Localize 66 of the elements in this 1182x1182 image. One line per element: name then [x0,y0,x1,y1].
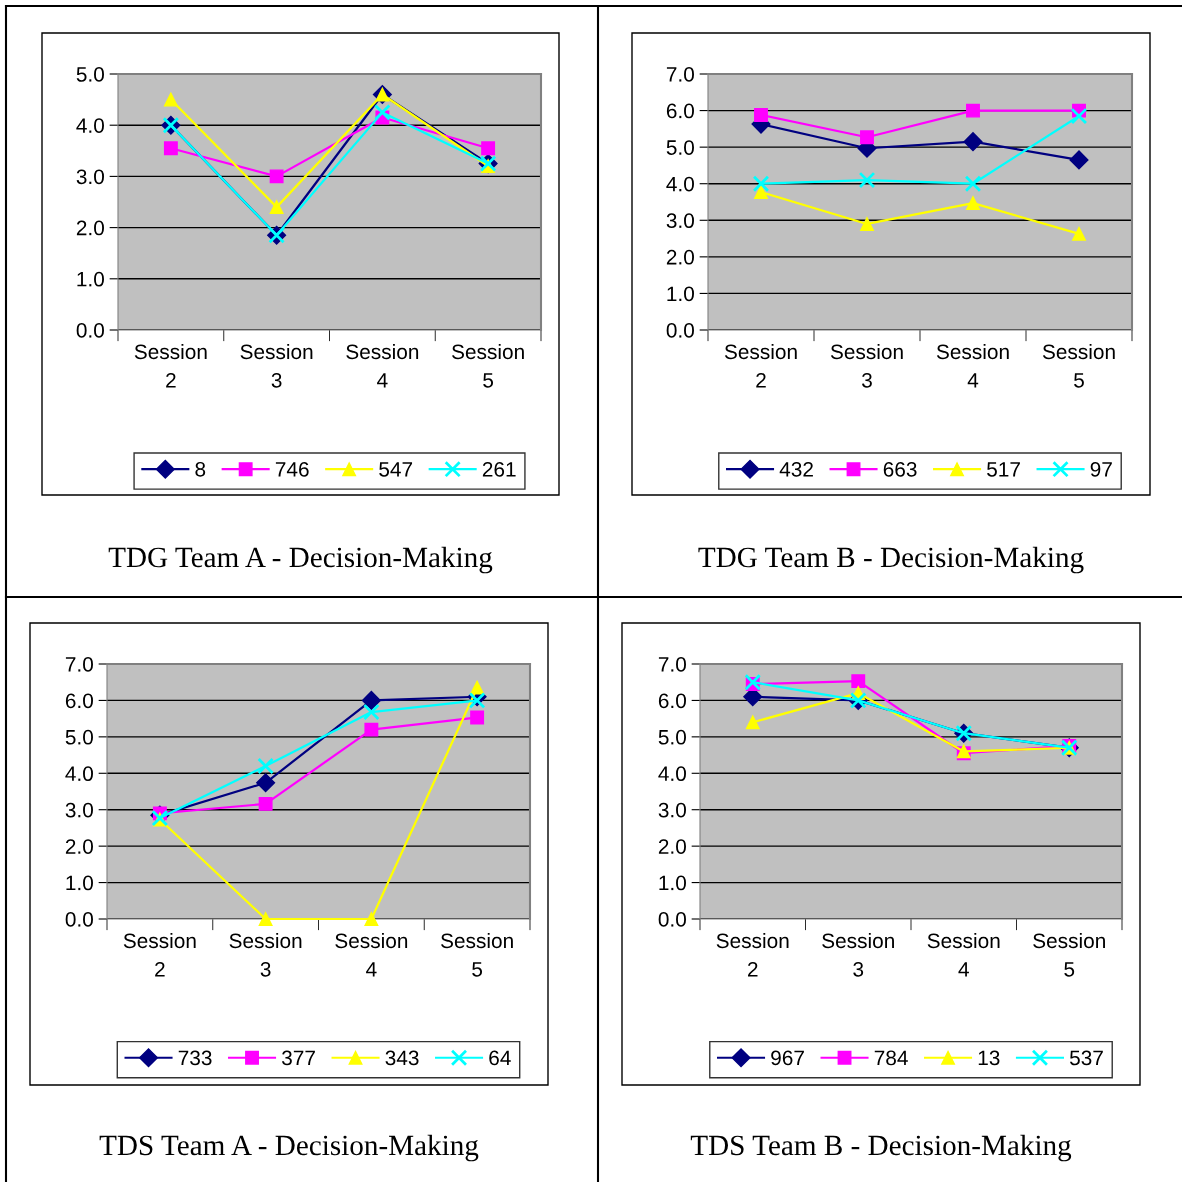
y-tick-label: 4.0 [658,766,686,782]
y-tick-label: 7.0 [666,67,694,82]
x-tick-label: Session 5 [441,932,513,977]
y-tick-label: 5.0 [658,729,686,745]
y-tick-label: 2.0 [666,249,694,265]
y-tick-label: 6.0 [658,693,686,709]
x-tick-label: Session 2 [724,343,797,388]
x-tick-label: Session 2 [134,343,207,388]
x-tick-label: Session 3 [240,343,313,388]
y-tick-label: 1.0 [66,875,93,891]
legend-label: 261 [482,461,516,477]
y-tick-label: 0.0 [65,912,93,927]
legend-label: 343 [385,1050,419,1066]
text: TDG Team B - Decision-Making [698,546,1084,574]
legend-label: 8 [195,461,206,477]
y-tick-label: 3.0 [658,802,686,818]
y-tick-label: 1.0 [659,875,686,891]
y-tick-label: 4.0 [65,766,93,782]
text: TDS Team B - Decision-Making [690,1134,1072,1162]
legend-label: 517 [987,462,1020,477]
y-tick-label: 7.0 [658,657,686,672]
y-tick-label: 0.0 [666,323,694,338]
y-tick-label: 1.0 [667,286,694,302]
text: TDS Team A - Decision-Making [99,1134,479,1162]
y-tick-label: 4.0 [666,176,694,192]
y-tick-label: 2.0 [65,839,93,854]
legend-label: 746 [275,461,309,477]
legend-label: 537 [1069,1050,1103,1066]
y-tick-label: 5.0 [666,140,694,155]
y-tick-label: 2.0 [76,220,104,236]
legend-label: 733 [178,1050,212,1066]
y-tick-label: 6.0 [65,693,93,709]
legend-label: 377 [282,1050,315,1066]
legend-label: 64 [489,1050,511,1066]
x-tick-label: Session 5 [1042,343,1115,388]
y-tick-label: 2.0 [658,839,686,854]
y-tick-label: 3.0 [76,169,104,185]
x-tick-label: Session 5 [1033,932,1105,977]
x-tick-label: Session 4 [927,932,1000,977]
legend-label: 663 [883,461,917,477]
x-tick-label: Session 3 [229,932,302,977]
x-tick-label: Session 4 [346,343,419,388]
y-tick-label: 3.0 [65,802,93,818]
y-tick-label: 5.0 [76,67,104,82]
x-tick-label: Session 2 [123,932,196,977]
y-tick-label: 7.0 [65,657,93,672]
x-tick-label: Session 4 [335,932,408,977]
x-tick-label: Session 3 [822,932,894,977]
legend-label: 967 [771,1050,804,1066]
legend-label: 784 [874,1050,908,1066]
x-tick-label: Session 3 [830,343,903,388]
y-tick-label: 3.0 [666,213,694,229]
x-tick-label: Session 4 [936,343,1009,388]
y-tick-label: 6.0 [666,103,694,119]
y-tick-label: 4.0 [76,118,104,133]
legend-label: 547 [379,462,413,477]
text: TDG Team A - Decision-Making [108,546,493,574]
y-tick-label: 0.0 [658,912,686,927]
legend-label: 13 [978,1050,1000,1066]
legend-label: 432 [779,461,813,477]
x-tick-label: Session 5 [452,343,524,388]
x-tick-label: Session 2 [716,932,789,977]
y-tick-label: 0.0 [76,323,104,338]
y-tick-label: 1.0 [77,271,104,287]
y-tick-label: 5.0 [65,729,93,745]
legend-label: 97 [1090,461,1112,477]
